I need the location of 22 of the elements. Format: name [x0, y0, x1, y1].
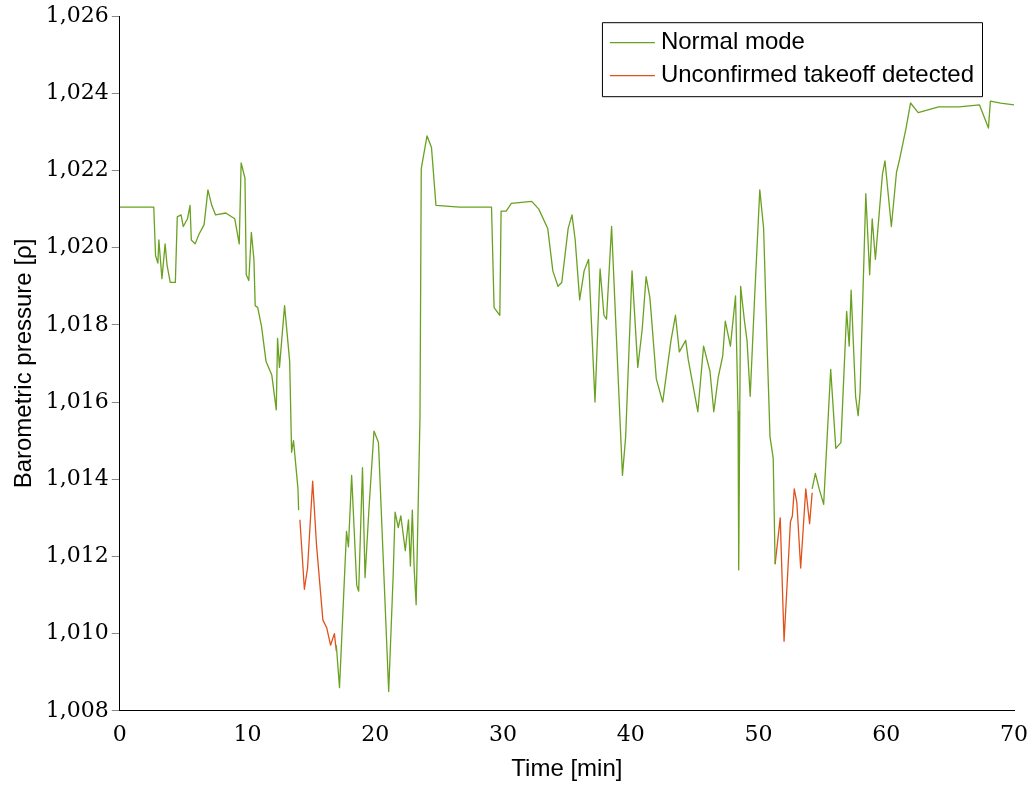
y-tick-label: 1,016 — [45, 387, 109, 413]
y-axis-title: Barometric pressure [ρ] — [9, 238, 37, 489]
x-tick-label: 70 — [1000, 720, 1028, 746]
x-tick-label: 60 — [872, 720, 901, 746]
y-tick-label: 1,020 — [45, 233, 109, 259]
x-tick-label: 10 — [233, 720, 262, 746]
x-axis-title: Time [min] — [511, 754, 623, 782]
y-tick-label: 1,024 — [45, 79, 109, 105]
x-tick-label: 20 — [361, 720, 390, 746]
y-tick-label: 1,026 — [45, 1, 109, 27]
x-tick-label: 0 — [112, 720, 127, 746]
y-tick-label: 1,022 — [45, 156, 109, 182]
y-tick-label: 1,008 — [45, 696, 109, 722]
legend-label: Unconfirmed takeoff detected — [660, 60, 974, 88]
x-tick-label: 30 — [489, 720, 518, 746]
y-tick-label: 1,014 — [45, 464, 109, 490]
legend-label: Normal mode — [660, 27, 805, 55]
y-tick-label: 1,010 — [45, 619, 109, 645]
y-tick-label: 1,018 — [45, 310, 109, 336]
x-tick-label: 50 — [744, 720, 773, 746]
y-tick-label: 1,012 — [45, 542, 109, 568]
x-tick-label: 40 — [616, 720, 645, 746]
